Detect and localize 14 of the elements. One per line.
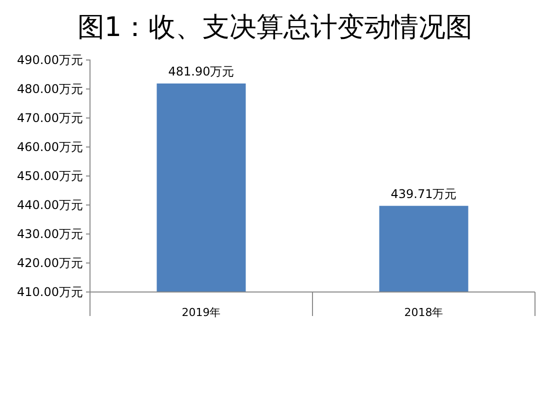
y-tick-label: 490.00万元	[17, 52, 83, 67]
data-label: 481.90万元	[168, 64, 234, 78]
y-tick-label: 480.00万元	[17, 82, 83, 96]
y-tick-label: 470.00万元	[17, 110, 83, 125]
y-tick-label: 440.00万元	[17, 198, 83, 212]
y-tick-label: 410.00万元	[17, 284, 83, 299]
y-tick-label: 420.00万元	[17, 256, 83, 270]
y-tick-label: 450.00万元	[17, 168, 83, 183]
data-label: 439.71万元	[390, 186, 457, 201]
x-tick-label: 2018年	[404, 306, 444, 319]
x-tick-label: 2019年	[182, 306, 221, 319]
y-tick-label: 430.00万元	[17, 226, 83, 241]
chart-title: 图1：收、支决算总计变动情况图	[77, 12, 473, 43]
y-tick-label: 460.00万元	[17, 140, 83, 154]
